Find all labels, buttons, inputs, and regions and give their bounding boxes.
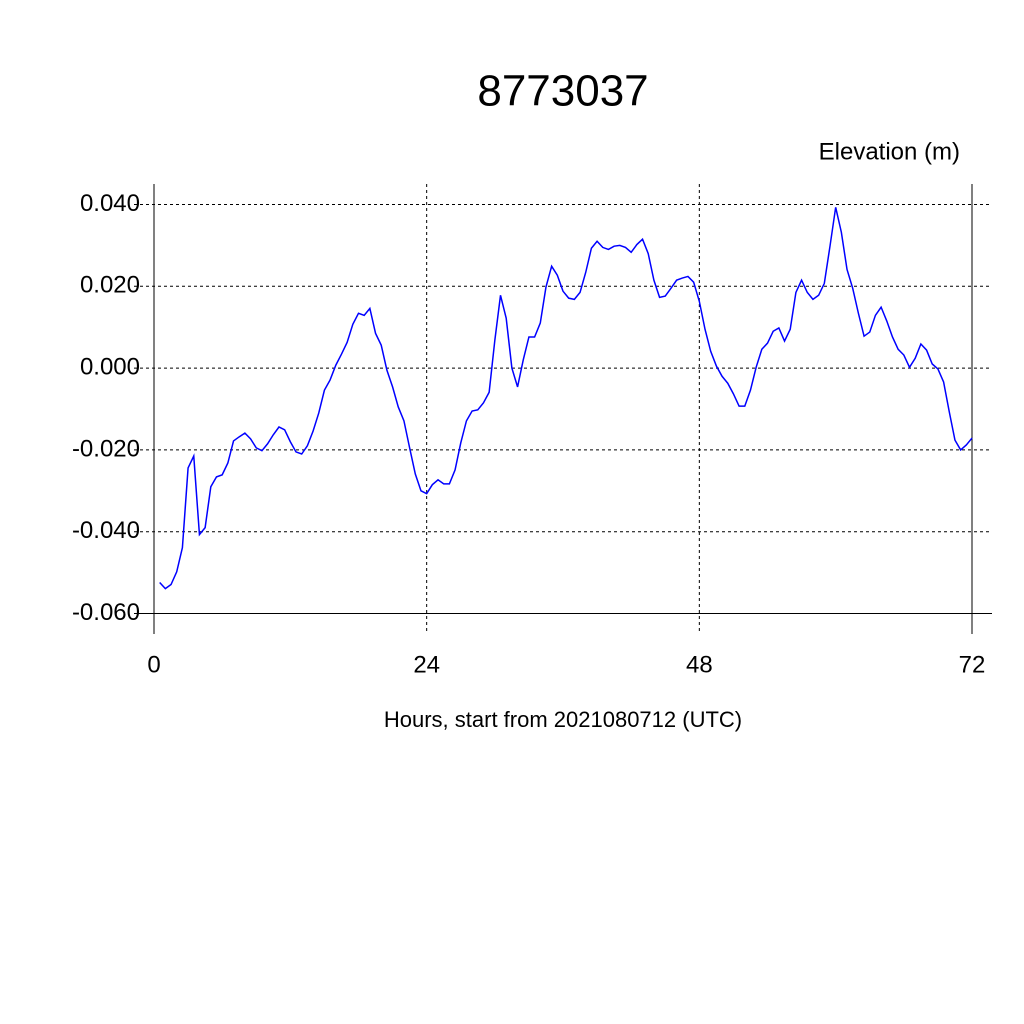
x-axis-label: Hours, start from 2021080712 (UTC)	[384, 707, 742, 732]
chart-title: 8773037	[477, 67, 648, 116]
y-tick-label: 0.040	[80, 190, 140, 217]
data-line	[159, 207, 973, 590]
y-tick-label: -0.020	[72, 435, 140, 462]
x-tick-label: 72	[959, 651, 986, 678]
y-axis-label: Elevation (m)	[819, 138, 960, 165]
x-tick-label: 48	[686, 651, 713, 678]
y-tick-label: 0.000	[80, 353, 140, 380]
x-tick-label: 24	[413, 651, 440, 678]
y-tick-label: -0.060	[72, 599, 140, 626]
y-tick-label: -0.040	[72, 517, 140, 544]
x-tick-label: 0	[147, 651, 160, 678]
y-tick-label: 0.020	[80, 272, 140, 299]
